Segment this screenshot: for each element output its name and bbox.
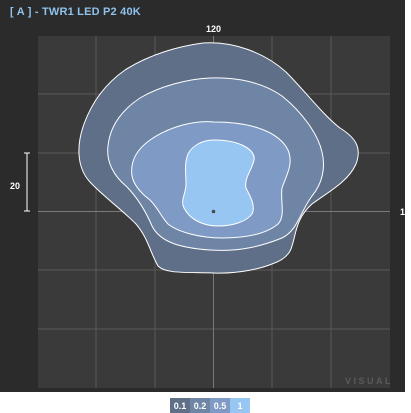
scale-value: 20	[10, 181, 21, 191]
legend-item-0-2: 0.2	[190, 398, 210, 413]
scale-bar	[24, 152, 30, 212]
legend: 0.1 0.2 0.5 1	[170, 398, 250, 413]
legend-item-0-1: 0.1	[170, 398, 190, 413]
legend-item-0-5: 0.5	[210, 398, 230, 413]
watermark-text: VISUAL	[344, 376, 393, 386]
diagram-panel: [ A ] - TWR1 LED P2 40K	[0, 0, 405, 392]
isolux-plot	[24, 36, 390, 388]
top-axis-value: 120	[206, 24, 222, 34]
legend-item-1: 1	[230, 398, 250, 413]
right-axis-value: 12	[400, 207, 411, 217]
diagram-title: [ A ] - TWR1 LED P2 40K	[10, 6, 141, 18]
contour-1	[182, 139, 255, 227]
center-marker	[211, 209, 216, 214]
